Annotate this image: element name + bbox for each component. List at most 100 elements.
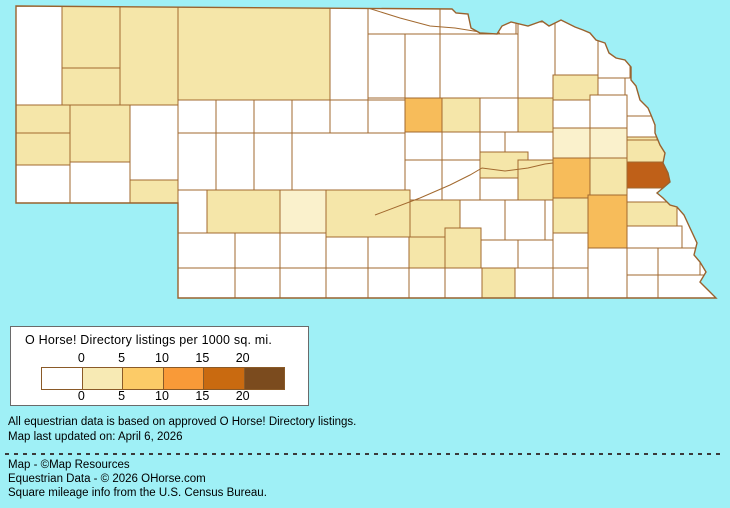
county [177, 132, 217, 191]
county [439, 33, 519, 99]
legend-tick-label: 15 [195, 389, 210, 403]
county [626, 225, 683, 249]
legend-swatch [244, 368, 284, 389]
county [253, 132, 293, 191]
county [444, 227, 482, 269]
county [624, 77, 656, 117]
county [325, 189, 411, 238]
legend-tick-label: 10 [155, 351, 169, 365]
county [441, 97, 481, 133]
county [119, 6, 179, 106]
county [329, 99, 369, 134]
county [597, 27, 631, 79]
county [626, 161, 673, 189]
county [69, 104, 131, 163]
county [367, 99, 406, 134]
county [587, 247, 628, 298]
county [441, 131, 481, 161]
county [367, 236, 410, 269]
county [587, 194, 628, 249]
county [517, 97, 554, 133]
county [325, 236, 369, 269]
county [554, 19, 599, 79]
legend-swatch [123, 368, 164, 389]
county-layer [16, 6, 716, 298]
credit-census-bureau: Square mileage info from the U.S. Census… [8, 487, 267, 499]
county [439, 6, 517, 35]
county [552, 232, 589, 269]
county [626, 274, 659, 298]
county [215, 99, 255, 134]
state-outline [15, 5, 718, 299]
county [177, 189, 208, 234]
legend-color-bar [41, 367, 285, 390]
county [16, 164, 71, 204]
county [626, 201, 678, 227]
county [517, 21, 556, 99]
county [291, 99, 331, 134]
legend-tick-label: 20 [235, 351, 250, 365]
county [177, 267, 236, 298]
county [279, 232, 327, 269]
county [408, 236, 446, 269]
legend-swatch [163, 368, 204, 389]
credit-equestrian-data: Equestrian Data - © 2026 OHorse.com [8, 473, 206, 485]
county [504, 199, 546, 241]
legend-swatch [82, 368, 123, 389]
county [481, 267, 516, 298]
county [514, 267, 554, 298]
county [404, 97, 443, 133]
county [234, 232, 281, 269]
river-line [374, 162, 554, 216]
county [552, 157, 591, 201]
county [16, 132, 71, 166]
county [253, 99, 293, 134]
legend-swatch [42, 368, 83, 389]
legend-tick-label: 10 [155, 389, 169, 403]
legend-title: O Horse! Directory listings per 1000 sq.… [25, 333, 273, 347]
county [291, 132, 406, 191]
county [444, 267, 483, 298]
county [129, 179, 179, 204]
note-data-source: All equestrian data is based on approved… [8, 416, 357, 428]
nebraska-county-choropleth-map [15, 5, 718, 299]
county [206, 189, 281, 234]
county [16, 104, 71, 134]
county [16, 6, 63, 106]
county [329, 6, 369, 101]
county [552, 267, 589, 298]
county [279, 189, 327, 234]
note-last-updated: Map last updated on: April 6, 2026 [8, 431, 183, 443]
county [589, 94, 628, 129]
county [408, 267, 446, 298]
county [325, 267, 369, 298]
county [517, 239, 554, 269]
county [552, 197, 589, 234]
county [589, 127, 628, 159]
county [480, 239, 519, 269]
legend-box: O Horse! Directory listings per 1000 sq.… [10, 326, 309, 406]
legend-tick-label: 5 [118, 351, 126, 365]
legend-tick-label: 20 [235, 389, 250, 403]
legend-swatch [204, 368, 245, 389]
county [479, 97, 519, 133]
county [215, 132, 255, 191]
county [234, 267, 281, 298]
county [129, 104, 179, 181]
dashed-separator [5, 453, 725, 455]
legend-tick-label: 5 [118, 389, 126, 403]
county [657, 247, 701, 276]
legend-tick-label: 0 [77, 389, 85, 403]
county [177, 6, 331, 101]
county [626, 139, 673, 163]
county [177, 232, 236, 269]
county [367, 267, 410, 298]
legend-tick-label: 15 [195, 351, 210, 365]
county [177, 99, 217, 134]
legend-tick-label: 0 [77, 351, 85, 365]
county [404, 131, 443, 161]
county [626, 247, 659, 276]
county [552, 127, 591, 159]
county [61, 6, 121, 69]
